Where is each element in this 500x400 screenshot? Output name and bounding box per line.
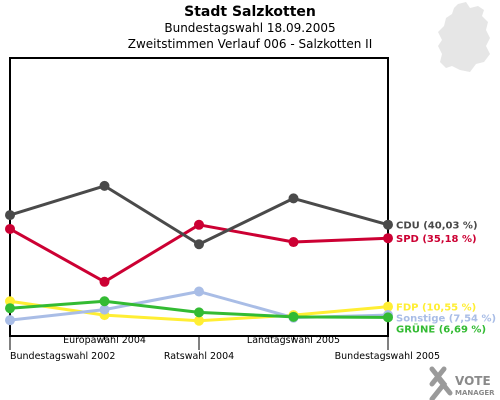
data-point-sonstige <box>99 304 110 315</box>
chart-subtitle-district: Zweitstimmen Verlauf 006 - Salzkotten II <box>128 37 372 51</box>
chart-subtitle-date: Bundestagswahl 18.09.2005 <box>164 21 335 35</box>
data-point-spd <box>99 276 110 287</box>
data-point-grne <box>194 307 204 318</box>
data-point-sonstige <box>194 286 204 297</box>
x-tick-label: Europawahl 2004 <box>63 335 146 346</box>
series-label-cdu: CDU (40,03 %) <box>396 221 478 232</box>
data-point-grne <box>99 296 110 307</box>
series-line-spd <box>9 223 389 284</box>
series-label-spd: SPD (35,18 %) <box>396 234 477 245</box>
chart-title: Stadt Salzkotten <box>184 4 316 20</box>
series-line-cdu <box>9 184 389 246</box>
brand-vote-text: VOTE <box>455 374 491 388</box>
data-point-cdu <box>288 193 299 204</box>
data-point-grne <box>288 311 299 322</box>
data-point-fdp <box>194 315 204 326</box>
data-point-cdu <box>5 210 15 221</box>
x-tick-label: Bundestagswahl 2002 <box>10 351 115 362</box>
series-label-grne: GRÜNE (6,69 %) <box>396 322 486 336</box>
x-tick-label: Bundestagswahl 2005 <box>335 351 440 362</box>
data-point-spd <box>194 219 204 230</box>
data-point-cdu <box>194 239 204 250</box>
data-point-fdp <box>5 296 15 307</box>
data-point-cdu <box>383 219 393 230</box>
data-point-sonstige <box>5 315 15 326</box>
germany-map-icon <box>438 2 490 72</box>
series-label-sonstige: Sonstige (7,54 %) <box>396 314 496 325</box>
data-point-fdp <box>383 301 393 312</box>
x-tick-label: Ratswahl 2004 <box>164 351 234 362</box>
series-label-fdp: FDP (10,55 %) <box>396 303 476 314</box>
vote-manager-logo: VOTE MANAGER <box>429 366 495 400</box>
data-point-grne <box>5 303 15 314</box>
data-point-cdu <box>99 180 110 191</box>
data-point-spd <box>5 223 15 234</box>
data-point-spd <box>288 237 299 248</box>
vote-manager-x-icon <box>429 366 453 400</box>
data-point-spd <box>383 233 393 244</box>
x-tick-label: Landtagswahl 2005 <box>247 335 340 346</box>
brand-manager-text: MANAGER <box>455 389 495 397</box>
data-point-grne <box>383 312 393 323</box>
